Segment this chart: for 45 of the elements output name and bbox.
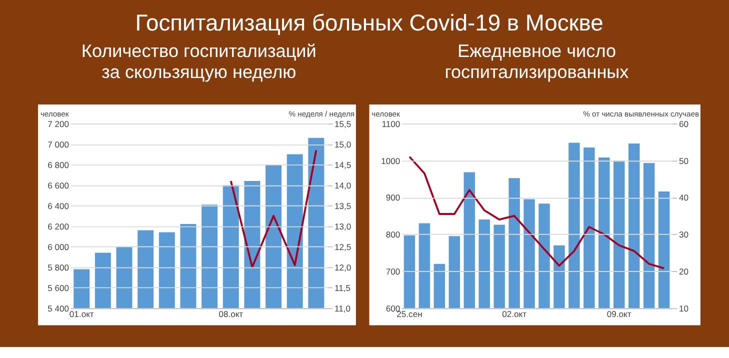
y2-axis-title: % от числа выявленных случаев [583, 109, 700, 118]
y-tick-label: 700 [386, 266, 400, 277]
y-tick-label: 5 400 [48, 303, 70, 314]
y-tick-label: 5 800 [48, 262, 70, 272]
y2-tick-label: 50 [679, 156, 689, 166]
line-series [230, 149, 318, 268]
chart-subtitle: Количество госпитализаций за скользящую неделю [81, 40, 316, 82]
y-tick-label: 7 200 [48, 118, 70, 129]
y-tick-label: 6 400 [48, 200, 70, 211]
y2-tick-label: 15,5 [334, 118, 352, 129]
y-tick-label: 600 [386, 303, 400, 314]
x-tick-label: 08.окт [218, 309, 244, 320]
y-tick-label: 6 600 [48, 180, 70, 190]
y2-tick-label: 13,0 [334, 221, 352, 232]
y-tick-label: 6 800 [48, 160, 70, 170]
y2-tick-label: 20 [679, 266, 689, 277]
y2-tick-label: 10 [679, 303, 689, 314]
y-tick-label: 7 000 [48, 139, 70, 150]
line-series [408, 156, 665, 270]
y-tick-label: 6 000 [48, 242, 70, 252]
x-tick-label: 09.окт [606, 309, 632, 320]
y2-tick-label: 11,5 [334, 282, 351, 293]
y2-tick-label: 12,0 [334, 262, 352, 272]
y2-tick-label: 15,0 [334, 139, 352, 150]
y2-tick-label: 14,0 [334, 180, 352, 190]
y2-tick-label: 40 [679, 192, 689, 203]
y2-tick-label: 11,0 [334, 303, 351, 314]
y2-tick-label: 12,5 [334, 242, 352, 252]
y-tick-label: 800 [386, 230, 400, 240]
y2-tick-label: 30 [679, 230, 689, 240]
y-tick-label: 6 200 [48, 221, 70, 232]
y-tick-label: 1100 [382, 118, 400, 129]
y2-tick-label: 13,5 [334, 200, 352, 211]
chart-subtitle: Ежедневное число госпитализированных [444, 40, 629, 82]
y-axis-title: человек [40, 109, 70, 118]
y-tick-label: 1000 [381, 156, 400, 166]
y2-tick-label: 14,5 [334, 160, 352, 170]
y2-axis-title: % неделя / неделя [288, 109, 355, 118]
y-axis-title: человек [372, 109, 401, 118]
x-tick-label: 02.окт [502, 309, 527, 320]
chart-title: Госпитализация больных Covid-19 в Москве [135, 9, 604, 36]
x-tick-label: 01.окт [69, 309, 94, 320]
y2-tick-label: 60 [679, 118, 689, 129]
y-tick-label: 5 600 [48, 282, 70, 293]
y-tick-label: 900 [386, 192, 400, 203]
